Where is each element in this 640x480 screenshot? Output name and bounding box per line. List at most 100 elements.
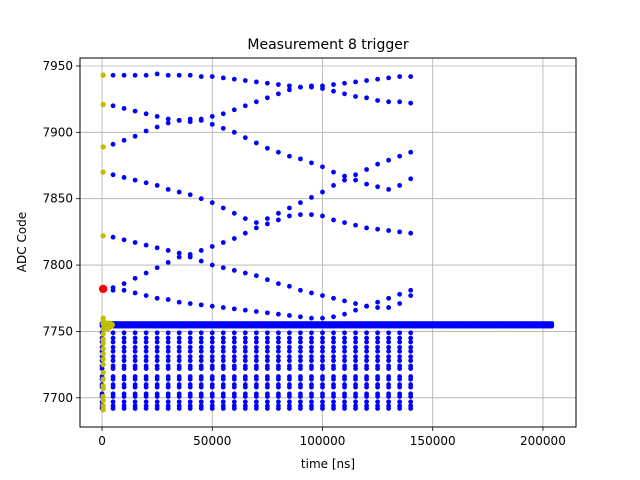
comb-point — [364, 330, 369, 336]
comb-point — [176, 330, 182, 336]
comb-point — [132, 391, 138, 397]
trajectory-point — [132, 290, 138, 296]
comb-point — [408, 330, 414, 336]
comb-point — [154, 363, 160, 369]
trajectory-point — [154, 71, 160, 77]
comb-point — [209, 344, 215, 350]
comb-point — [353, 403, 358, 409]
y-axis-label: ADC Code — [15, 212, 29, 272]
comb-point — [408, 358, 414, 364]
comb-point — [132, 374, 138, 379]
comb-point — [375, 339, 380, 345]
comb-point — [364, 344, 369, 350]
trajectory-point — [320, 164, 325, 170]
comb-point — [331, 382, 336, 387]
comb-point — [154, 348, 160, 354]
comb-point — [375, 363, 380, 369]
comb-point — [309, 348, 314, 354]
comb-point — [353, 391, 358, 397]
comb-point — [253, 335, 259, 341]
trajectory-point — [287, 83, 292, 89]
comb-point — [331, 374, 336, 379]
comb-point — [121, 363, 127, 369]
comb-point — [353, 335, 358, 341]
comb-point — [386, 339, 392, 345]
comb-point — [298, 344, 303, 350]
comb-point — [397, 339, 403, 345]
trajectory-point — [231, 129, 237, 135]
trajectory-point — [276, 82, 281, 87]
comb-point — [198, 382, 204, 387]
trajectory-point — [132, 240, 138, 245]
comb-point — [320, 348, 325, 354]
comb-point — [375, 391, 380, 397]
trigger-point — [100, 376, 106, 382]
trajectory-point — [132, 72, 138, 78]
trajectory-point — [209, 114, 215, 119]
comb-point — [231, 403, 237, 409]
trigger-point — [100, 385, 106, 392]
comb-point — [154, 354, 160, 360]
trajectory-point — [154, 124, 160, 130]
comb-point — [187, 335, 193, 341]
y-tick-label: 7750 — [42, 324, 73, 338]
comb-point — [342, 344, 347, 350]
comb-point — [397, 354, 403, 360]
comb-point — [386, 344, 392, 350]
comb-point — [242, 399, 248, 405]
baseline-point — [549, 321, 555, 326]
comb-point — [375, 344, 380, 350]
comb-point — [342, 354, 347, 360]
trajectory-point — [231, 76, 237, 82]
trajectory-point — [276, 311, 281, 317]
comb-point — [287, 374, 292, 379]
comb-point — [353, 344, 358, 350]
comb-point — [110, 339, 116, 345]
comb-point — [242, 339, 248, 345]
comb-point — [320, 354, 325, 360]
comb-point — [309, 339, 314, 345]
comb-point — [110, 374, 116, 379]
trajectory-point — [110, 172, 116, 178]
comb-point — [165, 374, 171, 379]
comb-point — [187, 403, 193, 409]
comb-point — [397, 391, 403, 397]
comb-point — [143, 391, 149, 397]
comb-point — [397, 348, 403, 354]
comb-point — [143, 399, 149, 405]
trajectory-point — [209, 121, 215, 127]
trajectory-point — [320, 189, 325, 195]
comb-point — [298, 335, 303, 341]
comb-point — [353, 354, 358, 360]
comb-point — [309, 358, 314, 364]
comb-point — [165, 354, 171, 360]
comb-point — [276, 339, 281, 345]
comb-point — [253, 344, 259, 350]
comb-point — [209, 330, 215, 336]
trajectory-point — [353, 177, 358, 183]
comb-point — [364, 348, 369, 354]
trajectory-point — [287, 153, 292, 159]
trigger-point — [100, 336, 106, 343]
comb-point — [110, 382, 116, 387]
trajectory-point — [298, 212, 303, 218]
comb-point — [386, 330, 392, 336]
comb-point — [287, 363, 292, 369]
trajectory-point — [231, 306, 237, 312]
comb-point — [276, 382, 281, 387]
comb-point — [165, 344, 171, 350]
comb-point — [110, 330, 116, 336]
trajectory-point — [121, 287, 127, 293]
trajectory-point — [121, 106, 127, 111]
comb-point — [198, 374, 204, 379]
trajectory-point — [242, 103, 248, 109]
comb-point — [397, 330, 403, 336]
comb-point — [331, 358, 336, 364]
comb-point — [353, 363, 358, 369]
trajectory-point — [198, 74, 204, 79]
trajectory-point — [287, 283, 292, 289]
comb-point — [176, 335, 182, 341]
comb-point — [110, 358, 116, 364]
trajectory-point — [342, 220, 347, 225]
trajectory-point — [253, 225, 259, 231]
